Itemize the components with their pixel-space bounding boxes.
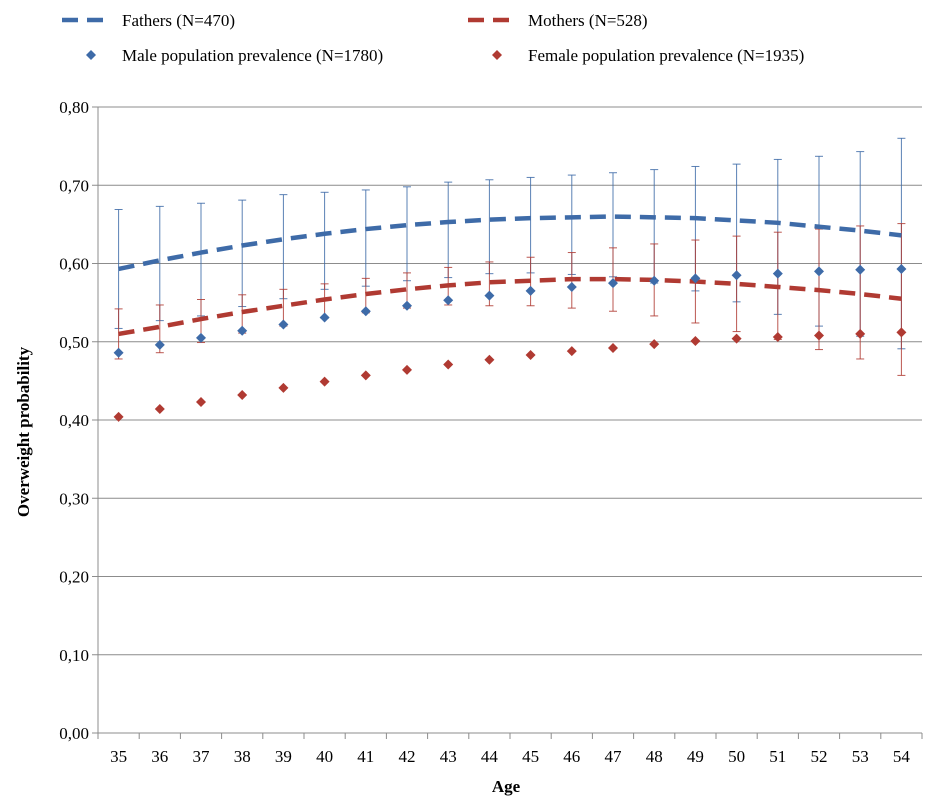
- data-point: [608, 343, 618, 354]
- data-point: [443, 295, 454, 306]
- x-tick-label: 40: [316, 747, 333, 766]
- y-tick-label: 0,20: [59, 568, 89, 587]
- x-axis-title: Age: [492, 777, 521, 796]
- data-point: [690, 273, 701, 284]
- data-point: [278, 319, 289, 330]
- y-tick-label: 0,60: [59, 255, 89, 274]
- x-tick-label: 48: [646, 747, 663, 766]
- data-point: [319, 312, 330, 323]
- data-point: [196, 397, 206, 408]
- x-tick-label: 50: [728, 747, 745, 766]
- y-tick-label: 0,80: [59, 98, 89, 117]
- data-point: [608, 278, 618, 289]
- data-point: [814, 330, 824, 341]
- y-tick-label: 0,10: [59, 646, 89, 665]
- series-line: [118, 214, 902, 272]
- x-tick-label: 44: [481, 747, 499, 766]
- data-point: [525, 350, 536, 361]
- legend-label: Male population prevalence (N=1780): [122, 46, 383, 65]
- y-tick-label: 0,70: [59, 176, 89, 195]
- data-point: [484, 354, 495, 365]
- x-tick-label: 37: [193, 747, 211, 766]
- data-point: [566, 281, 577, 292]
- data-point: [772, 268, 783, 279]
- x-tick-label: 42: [399, 747, 416, 766]
- data-point: [154, 339, 165, 350]
- data-point: [196, 332, 206, 343]
- data-point: [896, 263, 907, 274]
- data-point: [402, 364, 412, 375]
- x-tick-label: 38: [234, 747, 251, 766]
- y-tick-label: 0,50: [59, 333, 89, 352]
- x-tick-label: 52: [811, 747, 828, 766]
- data-point: [855, 264, 866, 275]
- data-point: [731, 270, 742, 281]
- y-tick-label: 0,00: [59, 724, 89, 743]
- data-point: [525, 285, 536, 296]
- data-point: [278, 382, 289, 393]
- x-tick-label: 35: [110, 747, 127, 766]
- data-point: [360, 306, 371, 317]
- legend-label: Mothers (N=528): [528, 11, 648, 30]
- series-markers: [113, 263, 907, 422]
- error-bars: [114, 137, 906, 376]
- data-point: [649, 339, 660, 350]
- data-point: [443, 359, 454, 370]
- data-point: [113, 347, 124, 358]
- x-tick-label: 53: [852, 747, 869, 766]
- data-point: [484, 290, 495, 301]
- x-tick-label: 39: [275, 747, 292, 766]
- y-axis-title: Overweight probability: [14, 346, 33, 517]
- legend-label: Female population prevalence (N=1935): [528, 46, 804, 65]
- x-tick-label: 47: [605, 747, 623, 766]
- x-tick-label: 36: [151, 747, 168, 766]
- legend-swatch: [86, 50, 96, 60]
- y-tick-label: 0,40: [59, 411, 89, 430]
- x-tick-label: 45: [522, 747, 539, 766]
- data-point: [772, 332, 783, 343]
- data-point: [319, 376, 330, 387]
- y-tick-label: 0,30: [59, 489, 89, 508]
- data-point: [360, 370, 371, 381]
- x-tick-label: 49: [687, 747, 704, 766]
- x-tick-label: 51: [769, 747, 786, 766]
- data-point: [154, 404, 165, 415]
- data-point: [649, 275, 660, 286]
- x-tick-label: 54: [893, 747, 911, 766]
- data-point: [896, 327, 907, 338]
- data-point: [690, 335, 701, 346]
- series-line: [118, 276, 902, 337]
- axes: 0,00 0,10 0,20 0,30 0,40 0,50 0,60 0,70 0,80 35 36…: [59, 98, 923, 766]
- x-tick-label: 43: [440, 747, 457, 766]
- x-tick-label: 46: [563, 747, 580, 766]
- data-point: [814, 266, 824, 277]
- legend-label: Fathers (N=470): [122, 11, 235, 30]
- x-tick-label: 41: [357, 747, 374, 766]
- data-point: [731, 333, 742, 344]
- data-point: [237, 389, 248, 400]
- legend: Fathers (N=470) Mothers (N=528) Male popul…: [62, 11, 804, 65]
- data-point: [237, 325, 248, 336]
- data-point: [113, 411, 124, 422]
- series-lines: [118, 214, 902, 337]
- legend-swatch: [492, 50, 502, 60]
- data-point: [566, 346, 577, 357]
- gridlines: [98, 106, 922, 734]
- data-point: [402, 300, 412, 311]
- data-point: [855, 328, 866, 339]
